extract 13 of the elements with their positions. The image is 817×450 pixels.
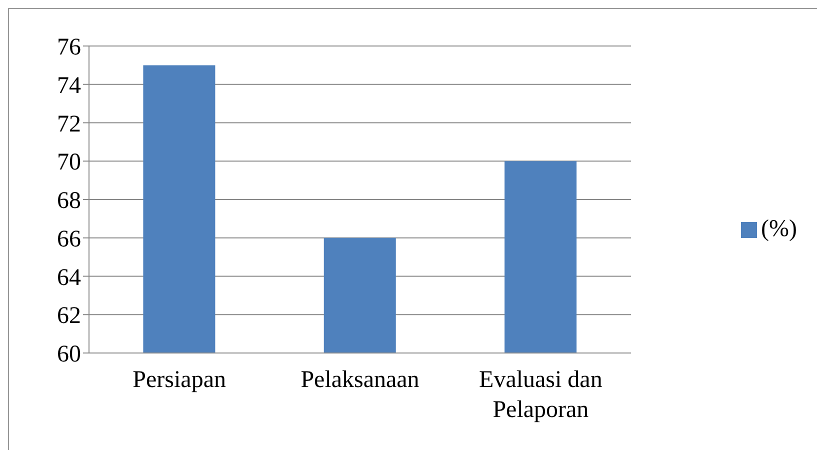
y-tick-label: 74 xyxy=(57,72,81,99)
y-tick-label: 72 xyxy=(57,111,81,138)
x-tick-label: Pelaksanaan xyxy=(300,367,420,393)
x-tick-label: Persiapan xyxy=(132,367,226,393)
x-tick-label: Evaluasi dan Pelaporan xyxy=(479,367,602,423)
legend-label: (%) xyxy=(761,216,797,242)
y-tick-label: 60 xyxy=(57,342,81,368)
y-tick-label: 64 xyxy=(57,264,81,291)
y-tick-label: 70 xyxy=(57,150,81,176)
y-tick-label: 66 xyxy=(57,226,81,252)
y-tick-label: 68 xyxy=(57,188,81,214)
y-tick-label: 62 xyxy=(57,303,81,330)
y-tick-label: 76 xyxy=(57,34,81,61)
